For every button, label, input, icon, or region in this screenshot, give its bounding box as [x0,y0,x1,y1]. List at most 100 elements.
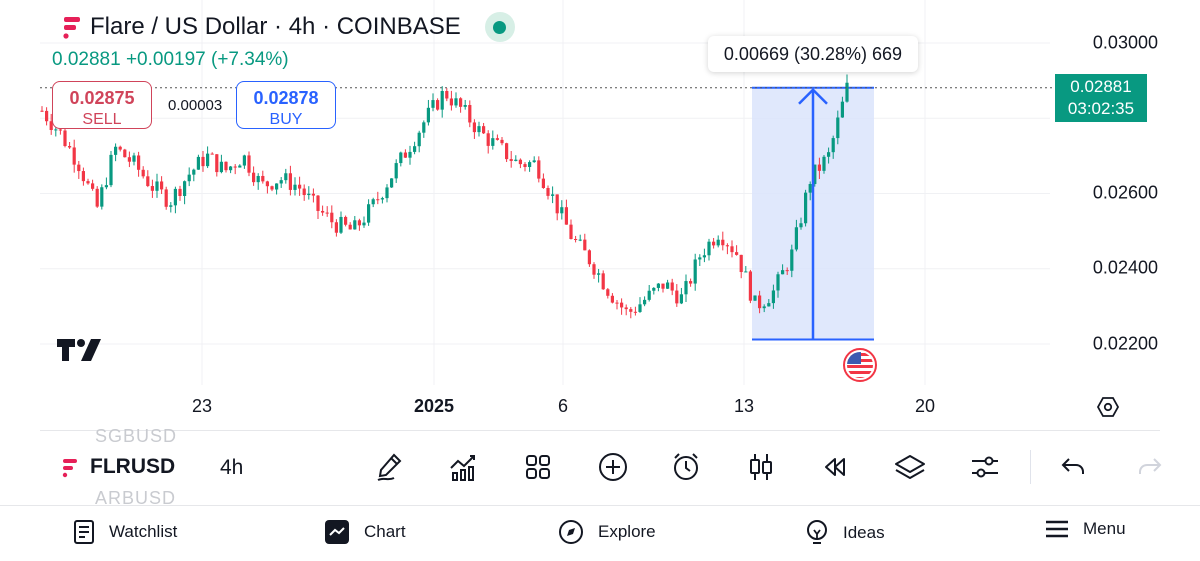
candle-up [698,257,702,260]
candle-down [721,239,725,246]
candle-down [58,129,62,131]
candle-down [252,172,256,183]
candle-down [615,302,619,304]
settings-sliders-icon[interactable] [967,449,1003,485]
candle-down [675,290,679,304]
candle-up [753,295,757,301]
candle-down [150,186,154,191]
candle-down [587,250,591,265]
replay-icon[interactable] [818,449,854,485]
candle-down [201,156,205,167]
candle-down [298,184,302,189]
candle-down [63,130,67,147]
nav-chart[interactable]: Chart [324,519,406,545]
candle-up [339,216,343,233]
candle-up [652,287,656,291]
chart-settings-icon[interactable] [1096,395,1120,424]
candle-up [284,173,288,181]
chart-title-row[interactable]: Flare / US Dollar · 4h · COINBASE [60,12,515,42]
candle-down [725,245,729,247]
adjacent-symbol[interactable]: ARBUSD [95,488,177,508]
candle-up [560,207,564,214]
candle-up [781,270,785,275]
layers-icon[interactable] [892,449,928,485]
adjacent-symbol[interactable]: SGBUSD [95,426,178,446]
price-axis-label: 0.02400 [1092,257,1158,278]
candle-down [468,105,472,123]
indicators-icon[interactable] [446,449,482,485]
candle-up [109,154,113,186]
interval-selector[interactable]: 4h [220,456,244,479]
candle-down [215,154,219,173]
candle-up [578,239,582,241]
candle-up [790,249,794,271]
candle-up [426,107,430,123]
candle-down [146,176,150,187]
candle-up [242,155,246,166]
flare-logo-icon [62,459,77,478]
nav-ideas-label: Ideas [843,523,885,542]
symbol-selector[interactable]: FLRUSD [60,455,175,479]
time-axis-label: 23 [191,396,213,416]
nav-explore[interactable]: Explore [558,519,656,545]
candle-down [486,133,490,146]
candle-down [49,121,53,131]
draw-icon[interactable] [372,449,408,485]
candle-up [132,155,136,162]
candles-icon[interactable] [743,449,779,485]
layouts-icon[interactable] [520,449,556,485]
candle-up [54,129,58,131]
candle-up [794,227,798,250]
candle-up [394,163,398,179]
candle-down [509,159,513,161]
candle-down [624,307,628,310]
candle-down [81,171,85,182]
sell-button[interactable]: 0.02875 SELL [52,81,152,129]
candle-up [353,220,357,230]
candle-up [454,98,458,106]
us-flag-icon[interactable] [842,347,878,388]
candle-up [477,126,481,133]
candle-up [804,192,808,224]
measure-tooltip: 0.00669 (30.28%) 669 [708,36,918,72]
candle-down [233,166,237,168]
candle-down [77,164,81,172]
alert-icon[interactable] [668,449,704,485]
undo-icon[interactable] [1055,449,1091,485]
nav-watchlist-label: Watchlist [109,522,178,541]
price-chart[interactable] [0,0,1200,430]
candle-up [390,178,394,188]
chart-nav-icon [325,520,349,544]
candle-down [592,264,596,275]
measure-arrow-head [798,88,828,105]
candle-up [408,151,412,158]
candle-down [137,155,141,170]
candle-down [316,195,320,211]
candle-up [219,161,223,173]
candle-down [495,138,499,140]
candle-down [288,173,292,190]
chart-area[interactable]: Flare / US Dollar · 4h · COINBASE 0.0288… [0,0,1200,430]
last-price-tag: 0.02881 03:02:35 [1055,74,1147,122]
candle-up [385,187,389,199]
candle-down [555,194,559,214]
symbol-name: FLRUSD [90,455,176,478]
price-axis-label: 0.02600 [1092,182,1158,203]
add-icon[interactable] [595,449,631,485]
candle-up [275,183,279,190]
candle-down [344,216,348,225]
candle-down [330,212,334,223]
candle-down [670,282,674,291]
candle-up [491,138,495,146]
nav-watchlist[interactable]: Watchlist [73,519,177,545]
candle-down [735,252,739,255]
buy-label: BUY [269,111,303,128]
candle-up [380,198,384,200]
candle-down [758,295,762,309]
time-axis-label: 13 [733,396,755,416]
candle-up [229,166,233,171]
nav-menu[interactable]: Menu [1045,519,1126,539]
buy-button[interactable]: 0.02878 BUY [236,81,336,129]
nav-ideas[interactable]: Ideas [805,519,885,547]
candle-down [610,295,614,303]
